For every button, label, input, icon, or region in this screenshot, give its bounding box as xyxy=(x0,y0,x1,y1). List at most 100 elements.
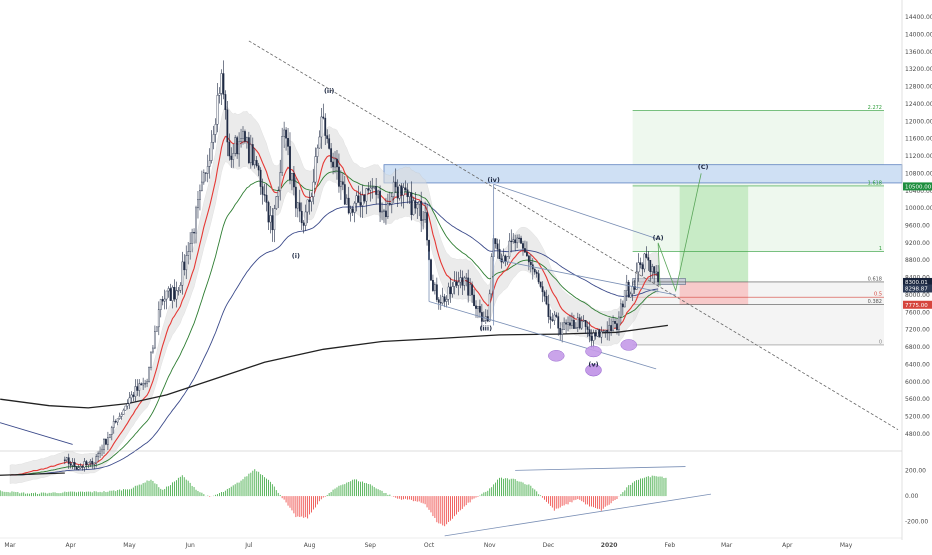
candle xyxy=(424,212,426,220)
candle xyxy=(526,252,528,257)
candle xyxy=(73,462,76,467)
resistance-box xyxy=(383,164,903,184)
price-tick-label: 7600.00 xyxy=(905,309,930,316)
candle xyxy=(87,462,90,465)
candle xyxy=(363,194,366,202)
candle xyxy=(171,287,174,301)
candle xyxy=(181,261,184,286)
candle xyxy=(150,351,152,368)
candle xyxy=(443,296,446,302)
candle xyxy=(246,137,248,142)
candle xyxy=(645,253,648,258)
candle xyxy=(128,397,131,404)
candle xyxy=(157,309,160,328)
candle xyxy=(289,146,291,181)
candle xyxy=(242,131,244,139)
candle xyxy=(631,286,634,295)
candle xyxy=(385,210,387,218)
candle xyxy=(408,192,411,197)
price-tick-label: 10800.00 xyxy=(905,170,932,177)
candle xyxy=(257,165,260,171)
early-price-line xyxy=(0,472,65,476)
time-tick-label: Feb xyxy=(665,542,676,549)
candle xyxy=(369,187,372,191)
candle xyxy=(649,260,652,273)
candle xyxy=(623,290,626,308)
candle xyxy=(265,194,268,203)
candle xyxy=(95,456,98,464)
price-tick-label: 6800.00 xyxy=(905,344,930,351)
time-tick-label: Oct xyxy=(424,542,435,549)
candle xyxy=(77,467,80,470)
candle xyxy=(410,192,413,216)
candle xyxy=(641,264,644,270)
wave-label: (v) xyxy=(588,361,598,369)
candle xyxy=(573,319,575,329)
price-tag-label: 8300.01 xyxy=(905,280,928,286)
candle xyxy=(294,186,297,209)
ema-band xyxy=(9,105,659,484)
osc-tick-label: 0.00 xyxy=(905,493,919,500)
candle xyxy=(555,314,558,317)
wave-v-ellipse xyxy=(585,363,602,377)
candle xyxy=(416,203,419,209)
candle xyxy=(437,299,440,303)
price-tag: 7775.00 xyxy=(903,300,932,309)
time-tick-label: Mar xyxy=(721,542,733,549)
candle xyxy=(105,439,107,445)
candle xyxy=(332,161,334,168)
bottom-ellipse xyxy=(620,339,637,351)
fib-label: 0 xyxy=(879,339,882,345)
ema-fast-line xyxy=(9,135,659,476)
candle xyxy=(226,109,229,143)
price-tick-label: 5200.00 xyxy=(905,414,930,421)
candle xyxy=(614,321,616,324)
candle xyxy=(459,277,462,283)
price-tick-label: 11600.00 xyxy=(905,136,932,143)
candle xyxy=(621,303,624,308)
candle xyxy=(602,331,605,333)
fib-label: 0.382 xyxy=(868,299,882,305)
wave-label: (iv) xyxy=(487,176,499,184)
candle xyxy=(193,232,195,234)
candle xyxy=(249,144,252,164)
candle xyxy=(148,367,150,383)
ema-mid-line xyxy=(9,170,659,476)
support-line xyxy=(499,259,676,296)
candle xyxy=(308,199,311,202)
candle xyxy=(279,172,282,191)
candle xyxy=(471,284,473,296)
candle xyxy=(383,210,385,212)
candle xyxy=(406,189,409,197)
candle xyxy=(318,136,321,149)
candle xyxy=(600,331,603,338)
candle xyxy=(179,285,182,291)
candle xyxy=(580,320,583,329)
price-tick-label: 12800.00 xyxy=(905,84,932,91)
wave-label: (A) xyxy=(653,234,664,242)
candle xyxy=(559,328,562,335)
candle xyxy=(63,459,66,461)
candle xyxy=(576,317,579,328)
candle xyxy=(404,187,407,190)
candle xyxy=(293,173,295,188)
candle xyxy=(430,259,432,281)
price-tag-label: 7775.00 xyxy=(905,303,928,309)
candle xyxy=(152,347,154,353)
time-tick-label: Jul xyxy=(244,542,253,549)
candle xyxy=(506,256,509,262)
candle xyxy=(191,232,193,244)
candle xyxy=(377,190,380,195)
candle xyxy=(130,394,133,399)
candle xyxy=(206,166,209,174)
time-tick-label: May xyxy=(123,542,136,549)
time-tick-label: Sep xyxy=(365,542,377,549)
price-tag-label: 10500.00 xyxy=(905,184,932,190)
candle xyxy=(463,277,466,286)
candle xyxy=(467,277,470,296)
candle xyxy=(214,123,217,135)
candle xyxy=(651,266,654,273)
candle xyxy=(275,196,278,209)
candle xyxy=(637,262,640,273)
candle xyxy=(238,141,240,155)
